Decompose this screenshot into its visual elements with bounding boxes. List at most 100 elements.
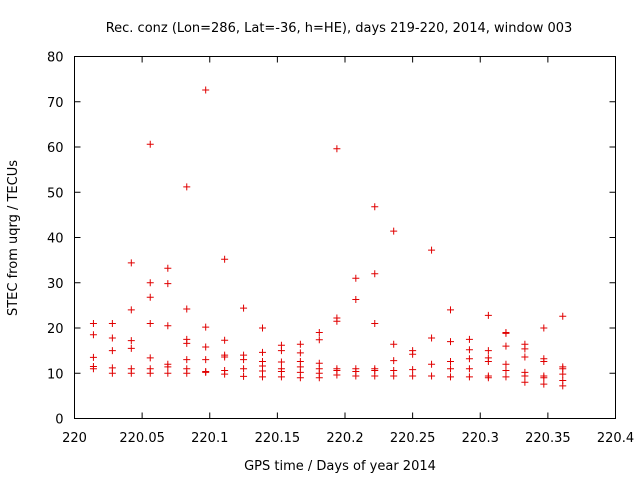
data-point	[258, 324, 266, 332]
data-point	[409, 372, 417, 380]
data-point	[371, 319, 379, 327]
data-point	[183, 356, 191, 364]
data-point	[202, 86, 210, 94]
data-point	[428, 360, 436, 368]
data-point	[258, 367, 266, 375]
data-point	[371, 203, 379, 211]
data-point	[164, 369, 172, 377]
data-point	[202, 368, 210, 376]
y-tick-label: 50	[47, 186, 64, 201]
y-tick-label: 80	[47, 51, 64, 66]
data-point	[315, 374, 323, 382]
data-point	[446, 306, 454, 314]
data-point	[164, 322, 172, 330]
data-point	[221, 353, 229, 361]
data-point	[277, 347, 285, 355]
data-point	[333, 317, 341, 325]
data-point	[352, 274, 360, 282]
data-point	[446, 365, 454, 373]
data-point	[409, 350, 417, 358]
data-point	[183, 339, 191, 347]
data-point	[183, 369, 191, 377]
data-point	[484, 357, 492, 365]
data-point	[484, 311, 492, 319]
plot-frame	[74, 56, 616, 419]
data-point	[540, 380, 548, 388]
x-tick-label: 220	[62, 431, 87, 446]
data-point	[484, 347, 492, 355]
data-point	[164, 264, 172, 272]
axis-ticks: 220 220.05 220.1 220.15 220.2 220.25 220.3 220.…	[47, 51, 634, 447]
data-point	[465, 365, 473, 373]
data-point	[127, 337, 135, 345]
data-point	[221, 336, 229, 344]
data-point	[89, 319, 97, 327]
x-tick-label: 220.15	[255, 431, 301, 446]
data-point	[333, 371, 341, 379]
data-point	[465, 335, 473, 343]
data-point	[540, 374, 548, 382]
x-tick-label: 220.3	[462, 431, 499, 446]
x-tick-label: 220.4	[597, 431, 634, 446]
x-tick-label: 220.1	[191, 431, 228, 446]
data-point	[502, 342, 510, 350]
data-point	[371, 270, 379, 278]
data-point	[164, 280, 172, 288]
data-point	[89, 331, 97, 339]
data-point	[446, 357, 454, 365]
data-point	[352, 295, 360, 303]
data-point	[240, 356, 248, 364]
data-point	[315, 336, 323, 344]
data-point	[258, 373, 266, 381]
data-point	[221, 255, 229, 263]
data-point	[484, 374, 492, 382]
data-point	[296, 340, 304, 348]
data-point	[521, 378, 529, 386]
data-point	[89, 353, 97, 361]
x-tick-label: 220.25	[390, 431, 436, 446]
data-point	[390, 227, 398, 235]
data-point	[108, 334, 116, 342]
data-point	[277, 373, 285, 381]
data-point	[540, 324, 548, 332]
x-tick-label: 220.2	[326, 431, 363, 446]
data-point	[108, 369, 116, 377]
data-point	[315, 329, 323, 337]
data-point	[202, 356, 210, 364]
data-point	[146, 293, 154, 301]
data-point	[183, 305, 191, 313]
data-point	[559, 370, 567, 378]
data-point	[465, 346, 473, 354]
data-point	[521, 345, 529, 353]
data-point	[146, 319, 154, 327]
data-point	[333, 145, 341, 153]
data-point	[428, 334, 436, 342]
data-points	[89, 86, 567, 390]
data-point	[502, 329, 510, 337]
data-point	[521, 372, 529, 380]
data-point	[502, 360, 510, 368]
data-point	[502, 367, 510, 375]
data-point	[202, 323, 210, 331]
data-point	[146, 140, 154, 148]
data-point	[559, 382, 567, 390]
data-point	[502, 373, 510, 381]
x-tick-label: 220.05	[119, 431, 165, 446]
data-point	[521, 353, 529, 361]
data-point	[183, 183, 191, 191]
data-point	[127, 369, 135, 377]
data-point	[540, 357, 548, 365]
data-point	[465, 373, 473, 381]
y-tick-label: 60	[47, 141, 64, 156]
y-tick-label: 0	[55, 413, 63, 428]
data-point	[390, 357, 398, 365]
y-axis-label: STEC from uqrg / TECUs	[6, 160, 21, 316]
data-point	[428, 246, 436, 254]
x-axis-label: GPS time / Days of year 2014	[244, 459, 436, 474]
data-point	[240, 304, 248, 312]
data-point	[240, 372, 248, 380]
data-point	[146, 369, 154, 377]
data-point	[146, 279, 154, 287]
data-point	[240, 365, 248, 373]
